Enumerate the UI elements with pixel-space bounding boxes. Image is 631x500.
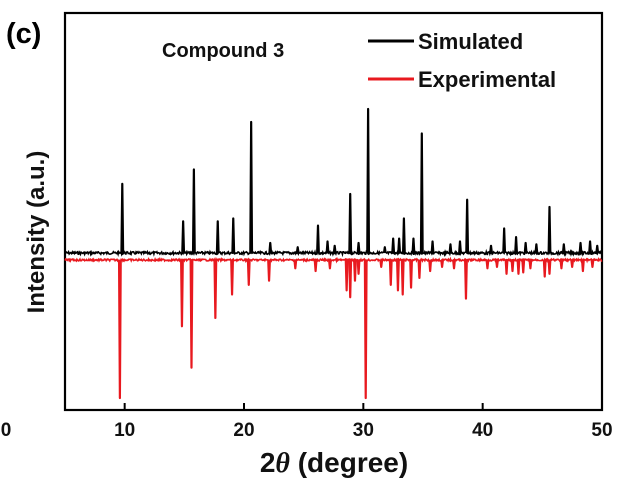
peak-simulated-26 (514, 236, 519, 254)
peak-experimental-31 (528, 259, 533, 270)
series-group (64, 107, 603, 400)
peak-simulated-25 (502, 227, 507, 254)
x-tick-label-10: 10 (114, 420, 135, 441)
legend: Simulated Experimental (368, 29, 556, 92)
peak-experimental-11 (348, 259, 353, 299)
series-baseline (64, 256, 603, 264)
peak-experimental-23 (452, 259, 456, 270)
peak-simulated-6 (268, 241, 273, 254)
peak-simulated-15 (391, 237, 396, 254)
x-tick-label-50: 50 (591, 420, 612, 441)
peak-simulated-11 (348, 192, 353, 254)
peak-simulated-12 (356, 241, 361, 254)
peak-experimental-22 (440, 259, 445, 268)
peak-experimental-35 (570, 259, 575, 268)
x-tick-label-30: 30 (353, 420, 374, 441)
peak-simulated-2 (191, 168, 196, 254)
peak-experimental-33 (547, 259, 552, 275)
peak-experimental-6 (267, 259, 271, 282)
peak-experimental-0 (117, 259, 122, 400)
peak-experimental-10 (344, 259, 349, 292)
peak-experimental-32 (542, 259, 547, 278)
legend-label-experimental: Experimental (418, 67, 556, 92)
peak-experimental-29 (516, 259, 521, 275)
chart-title: Compound 3 (162, 40, 284, 62)
x-axis-title-prefix: 2 (260, 447, 276, 478)
peak-simulated-9 (325, 240, 330, 254)
peak-simulated-29 (547, 205, 552, 254)
peak-experimental-1 (180, 259, 184, 328)
peak-experimental-26 (495, 259, 499, 268)
x-tick-label-0: 0 (1, 420, 12, 441)
peak-simulated-1 (181, 220, 186, 254)
peak-simulated-14 (382, 246, 387, 254)
x-axis-title-text: (degree) (290, 447, 408, 478)
peak-simulated-10 (332, 244, 337, 254)
x-tick-label-40: 40 (472, 420, 493, 441)
peak-simulated-28 (534, 243, 539, 254)
peak-experimental-27 (504, 259, 509, 275)
peak-simulated-22 (458, 240, 462, 254)
peak-experimental-5 (246, 259, 251, 286)
peak-experimental-25 (485, 259, 490, 270)
peak-experimental-4 (230, 259, 234, 296)
peak-experimental-8 (313, 259, 318, 273)
peak-simulated-17 (401, 217, 406, 254)
peak-simulated-4 (231, 217, 236, 254)
peak-experimental-3 (213, 259, 218, 320)
peak-experimental-14 (363, 259, 368, 400)
x-axis-title-symbol: θ (275, 448, 290, 479)
peak-experimental-17 (396, 259, 400, 292)
peak-simulated-32 (588, 240, 592, 254)
peak-simulated-7 (295, 246, 300, 254)
peak-experimental-37 (590, 259, 595, 268)
peak-simulated-21 (448, 243, 453, 254)
peak-experimental-21 (428, 259, 433, 273)
x-tick-label-20: 20 (233, 420, 254, 441)
peak-simulated-3 (215, 220, 220, 254)
series-simulated (64, 107, 603, 258)
peak-experimental-19 (409, 259, 413, 289)
peak-experimental-15 (379, 259, 384, 268)
x-ticks: 0 10 20 30 40 50 (1, 403, 613, 441)
peak-experimental-9 (327, 259, 332, 270)
peak-experimental-13 (356, 259, 361, 275)
peak-simulated-27 (523, 241, 528, 254)
peak-experimental-7 (293, 259, 298, 270)
peak-simulated-31 (578, 241, 583, 254)
plot-frame (63, 11, 604, 412)
peak-simulated-24 (489, 244, 493, 254)
peak-experimental-36 (580, 259, 585, 273)
peak-experimental-30 (521, 259, 526, 274)
peak-experimental-28 (510, 259, 515, 273)
peak-simulated-8 (316, 224, 320, 254)
peak-simulated-18 (411, 237, 416, 254)
panel-label: (c) (6, 18, 41, 50)
peak-simulated-16 (397, 237, 402, 254)
peak-experimental-16 (388, 259, 393, 286)
peak-simulated-19 (419, 132, 424, 254)
peak-simulated-20 (430, 240, 435, 254)
peak-simulated-0 (120, 182, 125, 254)
peak-experimental-34 (559, 259, 564, 270)
y-axis-title: Intensity (a.u.) (23, 151, 50, 314)
peak-simulated-33 (595, 244, 600, 254)
peak-experimental-2 (189, 259, 194, 369)
x-axis-title: 2θ (degree) (260, 447, 408, 479)
peak-experimental-18 (400, 259, 405, 296)
peak-experimental-12 (353, 259, 357, 282)
peak-simulated-5 (249, 120, 254, 254)
peak-experimental-24 (464, 259, 468, 300)
peak-simulated-23 (465, 198, 470, 254)
peak-experimental-20 (417, 259, 422, 280)
series-experimental (64, 256, 603, 400)
peak-simulated-13 (366, 107, 371, 254)
legend-label-simulated: Simulated (418, 29, 523, 54)
peak-simulated-30 (561, 243, 566, 254)
